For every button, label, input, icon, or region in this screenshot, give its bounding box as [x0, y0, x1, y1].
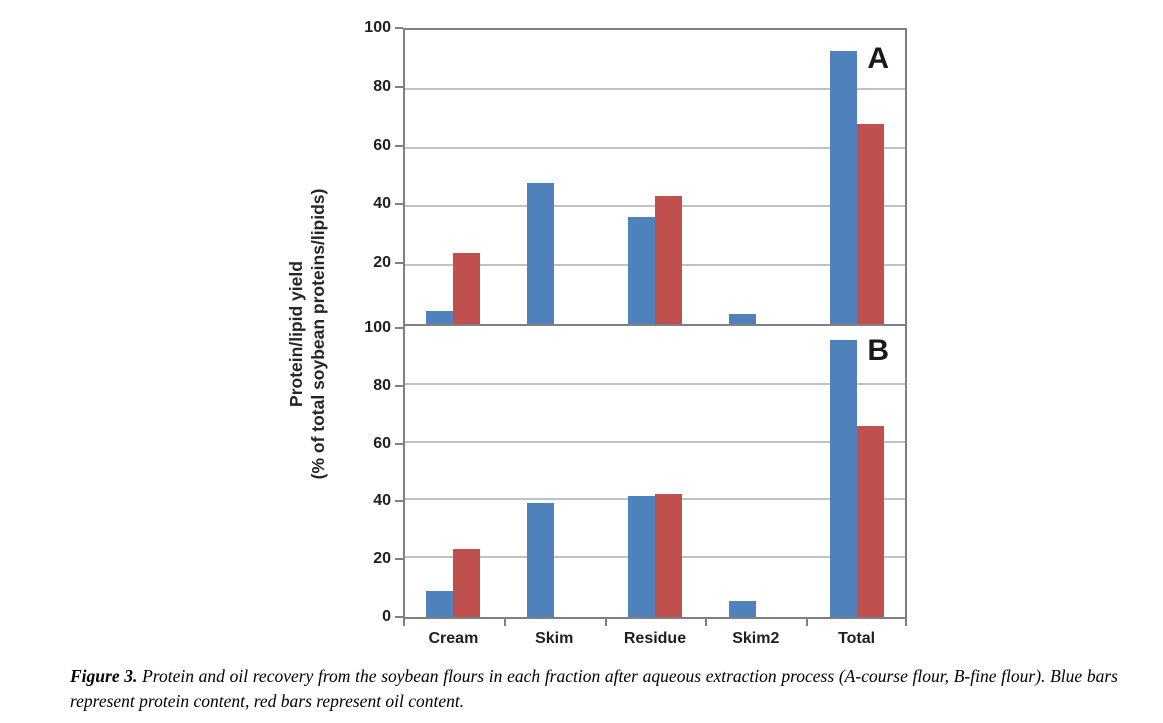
xcat-label-total: Total [838, 630, 876, 647]
bar-oil-total-a [856, 124, 884, 324]
ytick-mark-b-40 [395, 500, 403, 503]
panel-label-a: A [867, 42, 889, 75]
bar-oil-total-b [856, 426, 884, 617]
xcat-label-residue: Residue [623, 630, 687, 647]
bar-oil-residue-a [655, 196, 682, 324]
figure-caption-text: Protein and oil recovery from the soybea… [70, 666, 1118, 712]
bar-protein-residue-b [628, 495, 655, 617]
gridline-80 [405, 382, 905, 385]
y-axis-title-line1: Protein/lipid yield [286, 261, 306, 407]
ytick-label-a-40: 40 [373, 195, 391, 213]
xtick-mark-0 [403, 619, 405, 626]
xtick-mark-3 [705, 619, 708, 626]
ytick-label-b-20: 20 [373, 550, 391, 568]
ytick-mark-b-0 [395, 616, 403, 618]
bar-protein-total-a [829, 50, 857, 324]
ytick-mark-a-100 [395, 27, 403, 29]
y-axis-title: Protein/lipid yield (% of total soybean … [285, 124, 331, 544]
ytick-label-b-80: 80 [373, 376, 391, 394]
gridline-60 [405, 440, 905, 443]
panel-a: A [403, 28, 907, 326]
bar-protein-skim-b [527, 502, 555, 617]
bar-protein-residue-a [628, 216, 655, 324]
ytick-label-b-100: 100 [364, 319, 391, 336]
bar-protein-skim-a [527, 182, 555, 324]
panel-b: B [403, 326, 907, 619]
xcat-label-cream: Cream [428, 630, 479, 647]
xtick-mark-2 [604, 619, 607, 626]
bar-protein-total-b [829, 339, 857, 617]
bar-protein-skim2-b [728, 601, 756, 617]
ytick-label-a-80: 80 [373, 77, 391, 95]
xcat-label-skim: Skim [535, 630, 574, 647]
ytick-mark-b-20 [395, 558, 403, 561]
xtick-mark-5 [905, 619, 907, 626]
figure-caption-label: Figure 3. [70, 666, 138, 686]
panel-label-b: B [867, 334, 889, 367]
xcat-label-skim2: Skim2 [732, 630, 780, 647]
ytick-mark-b-100 [395, 327, 403, 329]
gridline-60 [405, 146, 905, 149]
ytick-label-a-60: 60 [373, 136, 391, 154]
bar-protein-cream-b [426, 591, 454, 617]
xtick-mark-4 [806, 619, 809, 626]
gridline-80 [405, 87, 905, 90]
bar-protein-skim2-a [728, 313, 756, 324]
ytick-label-a-100: 100 [364, 19, 391, 36]
ytick-mark-b-60 [395, 442, 403, 445]
ytick-label-b-40: 40 [373, 492, 391, 510]
ytick-mark-b-80 [395, 384, 403, 387]
ytick-label-a-20: 20 [373, 254, 391, 272]
ytick-mark-a-60 [395, 144, 403, 147]
xtick-mark-1 [503, 619, 506, 626]
ytick-label-b-0: 0 [382, 608, 391, 625]
ytick-mark-a-80 [395, 85, 403, 88]
chart-plot-area: A 100 80 60 40 20 B 100 80 60 40 20 0 Cream Skim Residu… [364, 19, 907, 647]
figure-caption: Figure 3. Protein and oil recovery from … [70, 664, 1118, 715]
bar-oil-residue-b [655, 494, 682, 617]
bar-oil-cream-b [453, 549, 481, 617]
ytick-mark-a-40 [395, 203, 403, 206]
bar-protein-cream-a [426, 310, 454, 324]
ytick-mark-a-20 [395, 262, 403, 265]
bar-oil-cream-a [453, 253, 481, 324]
y-axis-title-line2: (% of total soybean proteins/lipids) [308, 188, 328, 480]
ytick-label-b-60: 60 [373, 434, 391, 452]
